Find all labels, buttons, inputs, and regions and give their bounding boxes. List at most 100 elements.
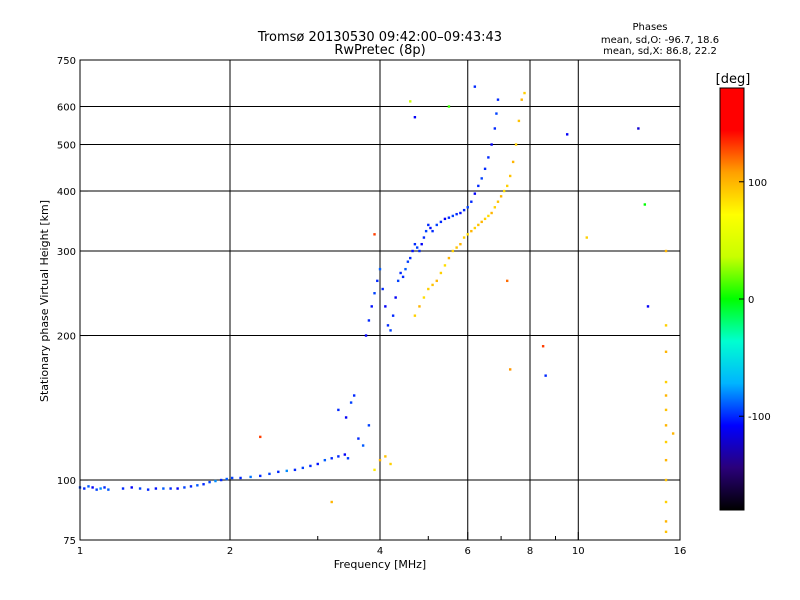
data-point [473,226,477,230]
data-point [664,478,668,482]
data-point [146,488,150,491]
data-point [330,457,333,460]
data-point [514,143,518,146]
data-point [208,480,211,484]
x-tick-label: 10 [572,546,585,557]
data-point [373,292,376,295]
data-point [376,279,379,283]
data-point [520,98,523,101]
x-tick-label: 4 [377,546,383,557]
data-point [196,484,199,487]
data-point [664,249,668,253]
data-point [301,466,305,470]
data-point [130,486,133,489]
data-point [176,487,179,490]
colorbar-tick-label: 100 [748,178,767,189]
data-point [496,98,500,101]
data-point [664,350,668,353]
data-point [316,462,319,466]
data-point [378,267,382,271]
data-point [447,216,451,219]
data-point [490,211,493,215]
data-point [487,214,490,218]
data-point [664,324,668,327]
data-point [373,468,376,472]
data-point [439,271,443,275]
colorbar-tick-label: 0 [748,295,754,306]
data-point [413,314,417,317]
phases-x-stat: mean, sd,X: 86.8, 22.2 [603,46,717,57]
data-point [95,488,98,491]
data-point [219,478,223,482]
y-tick-label: 300 [57,247,76,258]
data-point [277,470,280,474]
data-point [409,100,412,103]
data-point [495,112,498,115]
data-point [424,229,428,233]
data-point [337,455,340,458]
colorbar-label: [deg] [716,72,751,87]
data-point [404,267,407,271]
plot-area: 1 2 4 6 8 10 16 75 100 200 300 400 500 600 750 [57,56,686,557]
data-point [214,479,217,483]
y-tick-label: 500 [57,141,76,152]
data-point [418,249,421,253]
colorbar: [deg] 100 0 -100 [716,72,771,511]
data-point [91,486,94,489]
data-point [83,487,86,490]
y-axis-label: Stationary phase Virtual Height [km] [38,200,51,402]
data-point [420,242,423,246]
data-point [477,223,480,227]
data-point [183,486,186,489]
data-point [384,455,387,458]
data-point [511,160,515,164]
data-point [230,476,234,480]
data-point [411,249,414,253]
y-tick-label: 75 [63,536,76,547]
data-point [415,246,419,249]
data-point [523,91,526,95]
data-point [443,264,447,267]
data-point [138,487,142,490]
phases-o-stat: mean, sd,O: -96.7, 18.6 [601,35,719,46]
data-point [418,305,421,308]
data-point [103,486,106,489]
chart-subtitle: RwPretec (8p) [334,43,425,58]
data-point [493,127,497,130]
data-point [435,223,438,227]
data-point [259,474,262,478]
data-point [162,487,165,490]
data-point [357,437,360,440]
data-point [664,520,668,523]
data-point [330,500,333,504]
data-point [517,119,521,123]
data-point [413,242,417,246]
data-point [466,206,469,209]
data-point [121,487,125,490]
data-point [664,394,668,397]
data-point [401,275,405,279]
data-point [154,487,158,490]
colorbar-tick-label: -100 [748,412,771,423]
data-point [671,432,675,435]
data-point [378,458,382,462]
x-tick-label: 1 [77,546,83,557]
data-point [343,453,347,456]
data-point [202,483,205,486]
x-axis-label: Frequency [MHz] [334,558,426,571]
data-point [249,475,252,479]
data-point [541,345,545,348]
data-point [431,283,434,287]
data-point [429,226,432,230]
data-point [396,279,400,283]
data-point [544,374,547,377]
data-point [493,206,497,209]
data-point [107,488,110,491]
data-point [367,319,371,322]
data-point [391,314,395,317]
data-point [373,233,376,236]
data-point [435,279,438,283]
data-point [664,380,668,384]
data-point [637,127,640,130]
data-point [585,236,588,239]
